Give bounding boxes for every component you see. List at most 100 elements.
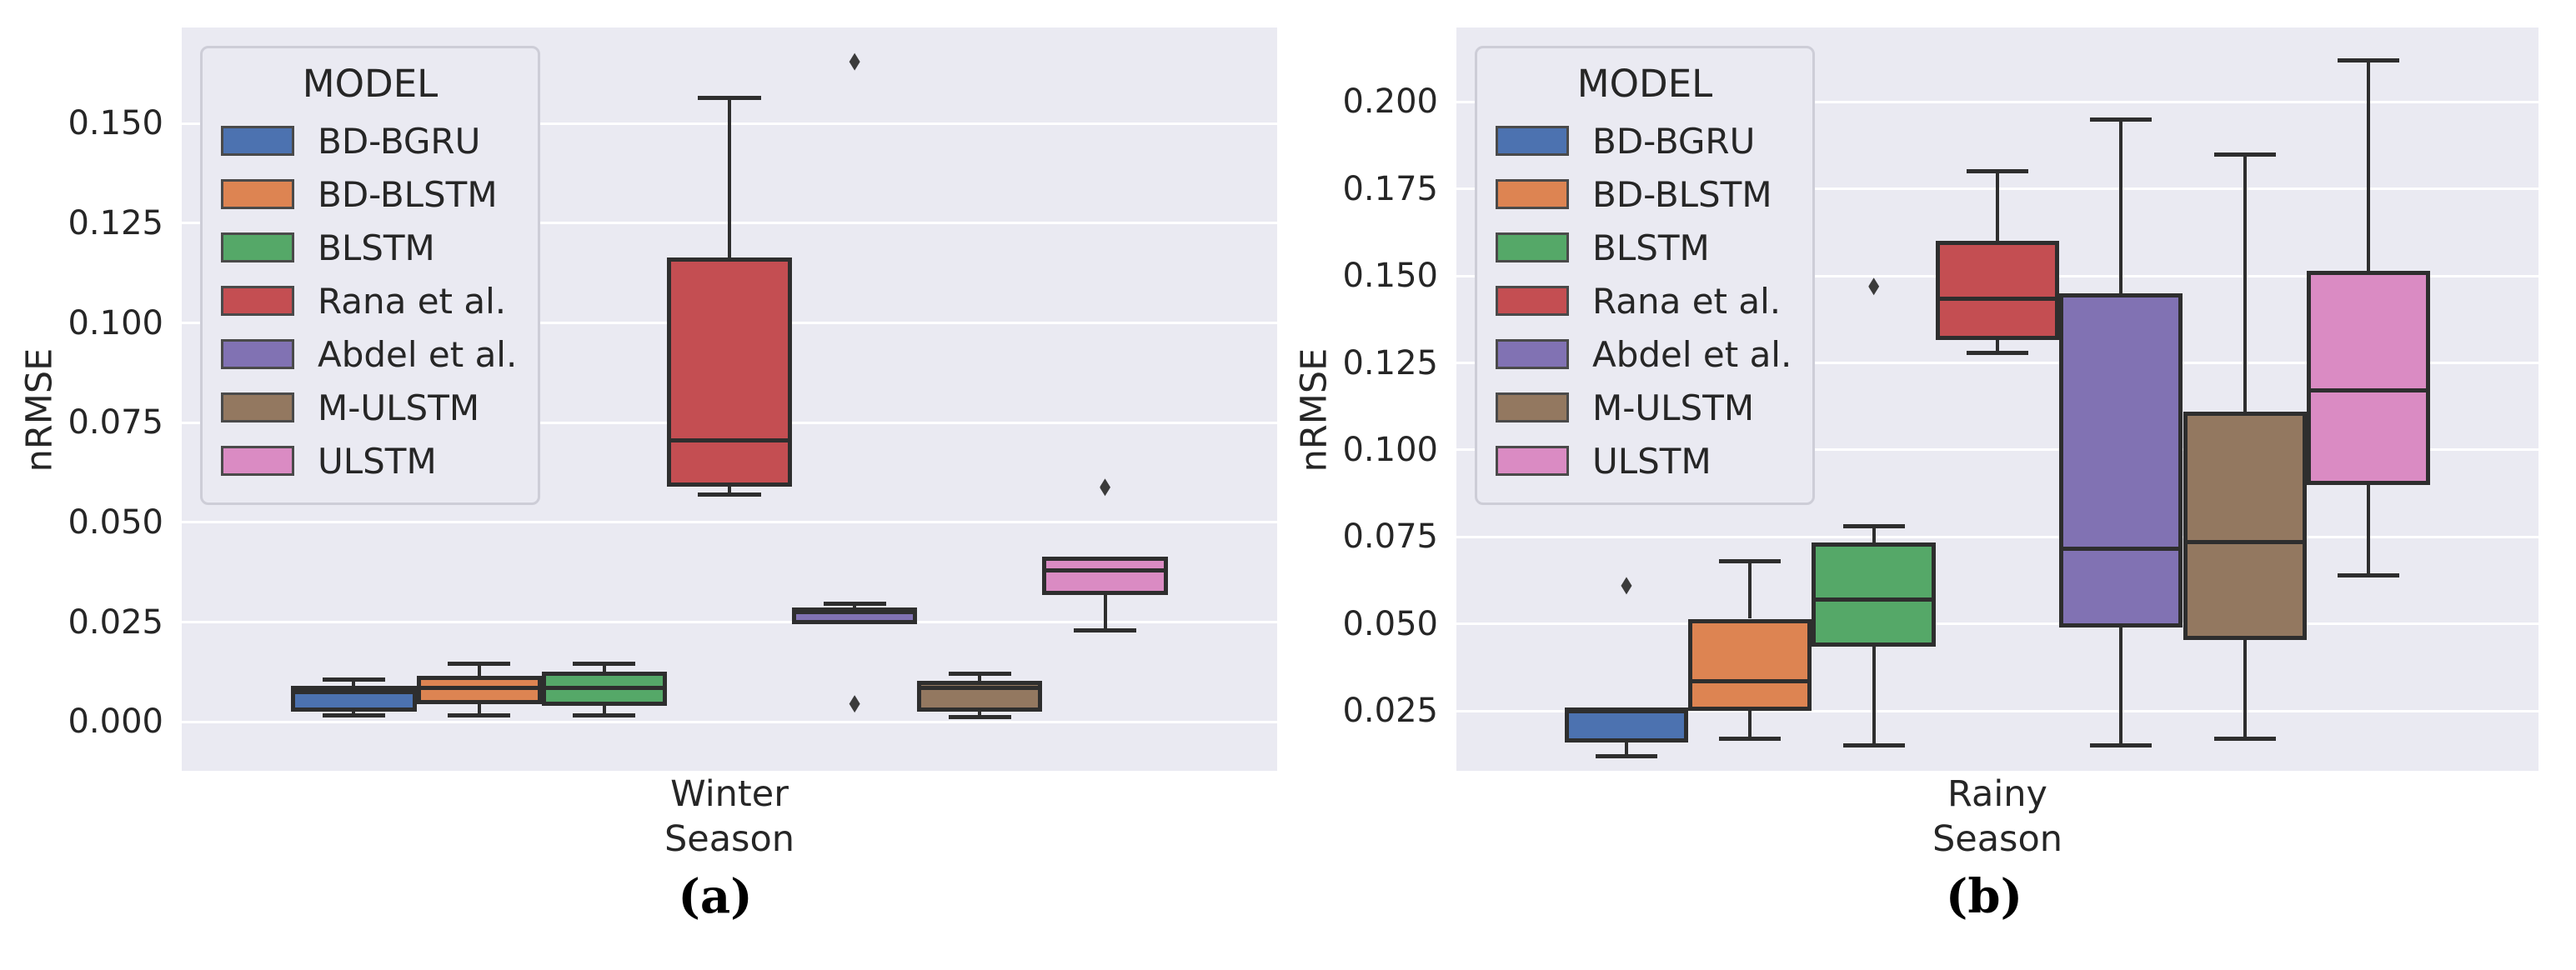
legend-swatch-M-ULSTM (221, 392, 294, 422)
box-ULSTM (2306, 270, 2431, 485)
gridline (1456, 535, 2538, 538)
legend-item: BD-BLSTM (1496, 168, 1794, 221)
legend-title: MODEL (1576, 62, 1713, 106)
outlier-diamond (849, 695, 860, 713)
median-line (2186, 540, 2303, 545)
whisker-cap (322, 678, 386, 682)
legend-item: BLSTM (221, 221, 519, 274)
legend-title: MODEL (302, 62, 439, 106)
legend-item: BD-BLSTM (221, 168, 519, 221)
y-tick-label: 0.050 (1342, 604, 1438, 643)
whisker (602, 663, 606, 672)
whisker-cap (1842, 524, 1905, 529)
outlier-diamond (1868, 278, 1880, 296)
legend-item-label: BLSTM (1592, 227, 1710, 268)
y-tick-label: 0.100 (1342, 430, 1438, 469)
whisker-cap (823, 601, 886, 606)
whisker (602, 705, 606, 716)
x-axis-label-a: Season (664, 818, 795, 860)
whisker-cap (573, 662, 636, 667)
median-line (795, 610, 915, 615)
whisker-cap (948, 671, 1011, 676)
median-line (1567, 708, 1686, 713)
legend-item: Abdel et al. (221, 328, 519, 381)
whisker-cap (1719, 559, 1782, 564)
whisker-cap (448, 713, 511, 718)
legend-swatch-BLSTM (1496, 232, 1569, 262)
whisker (1872, 646, 1876, 746)
median-line (920, 685, 1040, 690)
legend-item-label: M-ULSTM (318, 387, 480, 428)
whisker-cap (698, 95, 761, 100)
whisker-cap (1595, 753, 1658, 758)
legend-item: M-ULSTM (221, 381, 519, 434)
outlier-diamond (1621, 577, 1632, 595)
x-axis-label-b: Season (1932, 818, 2063, 860)
box-BD-BLSTM (1688, 618, 1812, 712)
whisker-cap (698, 492, 761, 497)
whisker (1996, 340, 1999, 353)
legend-item-label: Rana et al. (1592, 280, 1782, 322)
whisker-cap (2090, 743, 2153, 748)
median-line (1691, 679, 1809, 684)
whisker-cap (1966, 350, 2029, 355)
whisker-cap (1842, 743, 1905, 748)
subfigure-caption-b: (b) (1945, 869, 2023, 924)
legend-item: ULSTM (221, 434, 519, 488)
y-tick-label: 0.050 (68, 502, 163, 542)
legend-item-label: Abdel et al. (1592, 333, 1792, 375)
legend-item-label: Abdel et al. (318, 333, 518, 375)
legend-item-label: BD-BGRU (1592, 120, 1756, 162)
gridline (1456, 448, 2538, 452)
legend-swatch-BLSTM (221, 232, 294, 262)
legend-item-label: BLSTM (318, 227, 435, 268)
median-line (1938, 296, 2057, 301)
x-tick-label-rainy: Rainy (1947, 773, 2047, 815)
legend-b: MODEL BD-BGRU BD-BLSTM BLSTM Rana et al. Abd… (1475, 46, 1815, 505)
legend-swatch-ULSTM (221, 446, 294, 476)
median-line (419, 685, 539, 690)
legend-swatch-BD-BLSTM (221, 179, 294, 209)
subfigure-caption-a: (a) (678, 869, 753, 924)
y-tick-label: 0.125 (1342, 343, 1438, 382)
legend-swatch-ULSTM (1496, 446, 1569, 476)
legend-swatch-BD-BLSTM (1496, 179, 1569, 209)
whisker (2367, 60, 2371, 271)
legend-item: ULSTM (1496, 434, 1794, 488)
legend-swatch-Rana et al. (221, 286, 294, 316)
legend-item: Rana et al. (221, 274, 519, 328)
whisker-cap (573, 713, 636, 718)
legend-item: M-ULSTM (1496, 381, 1794, 434)
y-tick-label: 0.175 (1342, 169, 1438, 208)
whisker (2367, 484, 2371, 576)
legend-item: BLSTM (1496, 221, 1794, 274)
legend-swatch-BD-BGRU (221, 126, 294, 156)
plot-area-winter: MODEL BD-BGRU BD-BLSTM BLSTM Rana et al. Abd… (182, 28, 1277, 771)
legend-rows: BD-BGRU BD-BLSTM BLSTM Rana et al. Abdel et … (221, 114, 519, 488)
whisker (2243, 154, 2247, 412)
whisker (477, 703, 481, 716)
gridline (182, 720, 1277, 723)
whisker (1103, 595, 1107, 631)
whisker-cap (2213, 152, 2276, 157)
y-tick-label: 0.075 (68, 403, 163, 442)
outlier-diamond (849, 52, 860, 71)
box-BLSTM (1812, 542, 1936, 647)
x-tick-label-winter: Winter (670, 773, 789, 815)
legend-swatch-BD-BGRU (1496, 126, 1569, 156)
whisker (1748, 711, 1752, 739)
legend-item: Rana et al. (1496, 274, 1794, 328)
median-line (2309, 388, 2428, 393)
y-tick-label: 0.025 (1342, 692, 1438, 731)
whisker-cap (2213, 737, 2276, 742)
whisker-cap (2090, 117, 2153, 122)
y-tick-label: 0.150 (1342, 257, 1438, 296)
y-tick-label: 0.000 (68, 702, 163, 742)
gridline (182, 521, 1277, 524)
whisker (1748, 561, 1752, 619)
whisker (1624, 742, 1628, 757)
legend-item-label: BD-BLSTM (1592, 173, 1772, 215)
box-ULSTM (1042, 556, 1168, 596)
y-tick-label: 0.200 (1342, 82, 1438, 122)
